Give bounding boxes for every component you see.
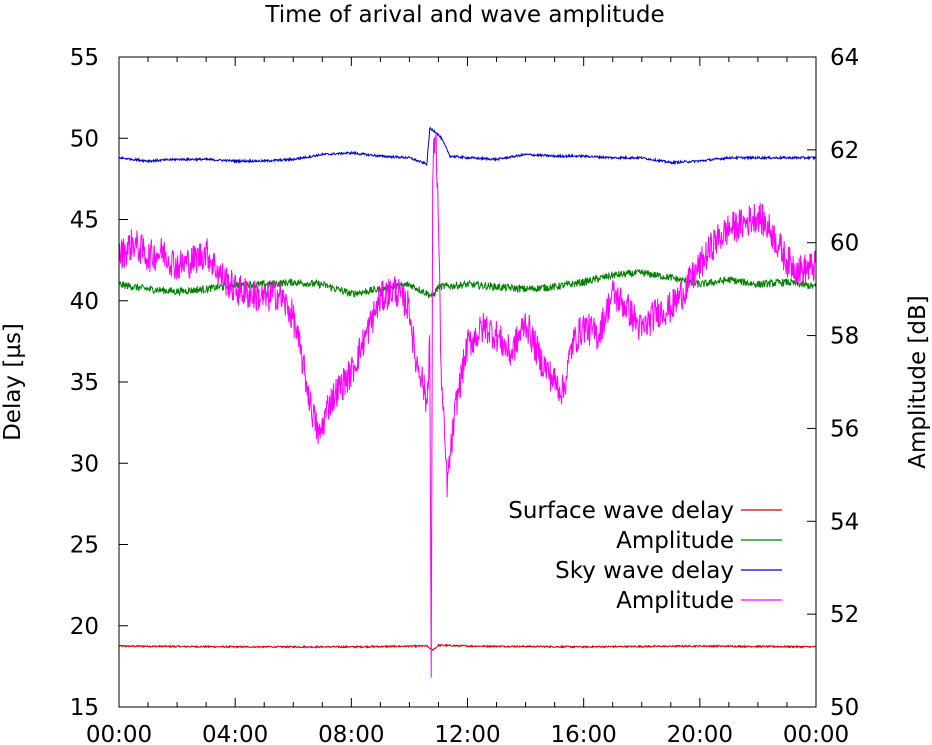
x-tick-label: 20:00 xyxy=(667,722,733,745)
y2-tick-label: 54 xyxy=(830,509,859,535)
legend-label: Amplitude xyxy=(616,588,734,614)
y-tick-label: 40 xyxy=(70,289,99,315)
y-tick-label: 55 xyxy=(70,45,99,71)
y-tick-label: 45 xyxy=(70,208,99,234)
y2-tick-label: 60 xyxy=(830,231,859,257)
series-layer xyxy=(118,126,817,678)
y-tick-label: 30 xyxy=(70,451,99,477)
y2-tick-label: 52 xyxy=(830,602,859,628)
series-line-3 xyxy=(118,126,817,166)
legend-label: Sky wave delay xyxy=(555,558,734,584)
x-tick-label: 04:00 xyxy=(202,722,268,745)
y-axis-title: Delay [µs] xyxy=(0,323,26,441)
y2-tick-label: 64 xyxy=(830,45,859,71)
axes-layer: 15 20 25 30 35 40 45 50 55 50 52 54 56 58 60 62 64 00:00 0… xyxy=(70,45,860,745)
series-line-1 xyxy=(118,643,816,652)
y-tick-label: 15 xyxy=(70,695,99,721)
y-tick-label: 35 xyxy=(70,370,99,396)
series-line-2 xyxy=(118,268,817,299)
y2-axis-title: Amplitude [dB] xyxy=(905,295,931,469)
legend: Surface wave delay Amplitude Sky wave dela… xyxy=(508,498,782,614)
y-tick-label: 50 xyxy=(70,126,99,152)
chart-title: Time of arival and wave amplitude xyxy=(264,2,664,28)
y2-tick-label: 62 xyxy=(830,138,859,164)
series-line-4 xyxy=(118,133,817,678)
y2-tick-label: 56 xyxy=(830,416,859,442)
y2-tick-label: 58 xyxy=(830,324,859,350)
y2-tick-label: 50 xyxy=(830,695,859,721)
x-tick-label: 08:00 xyxy=(318,722,384,745)
y-tick-label: 20 xyxy=(70,614,99,640)
y-tick-label: 25 xyxy=(70,533,99,559)
x-tick-label: 12:00 xyxy=(434,722,500,745)
legend-label: Surface wave delay xyxy=(508,498,734,524)
x-tick-label: 00:00 xyxy=(783,722,849,745)
x-tick-label: 16:00 xyxy=(551,722,617,745)
x-tick-label: 00:00 xyxy=(86,722,152,745)
legend-label: Amplitude xyxy=(616,528,734,554)
